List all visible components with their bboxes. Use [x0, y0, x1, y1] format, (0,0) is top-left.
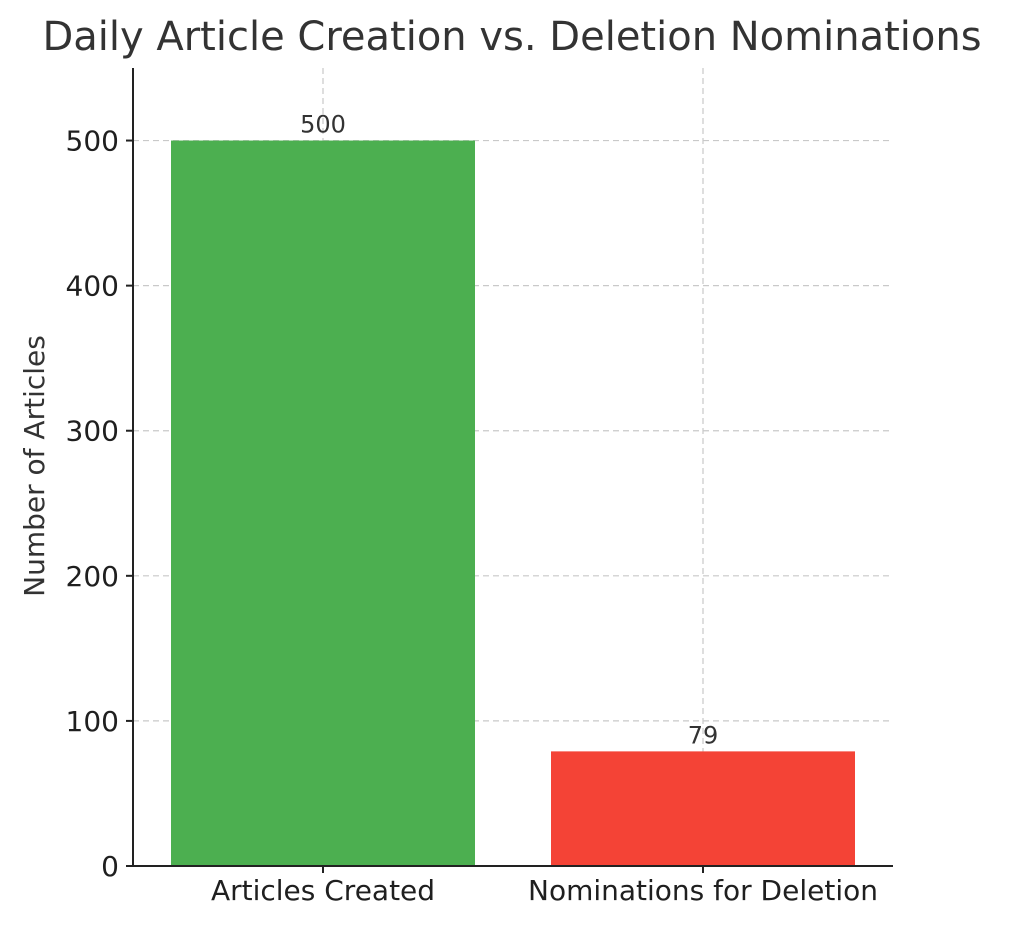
bar — [551, 751, 855, 866]
x-tick-label: Articles Created — [211, 874, 435, 907]
bar — [171, 140, 475, 866]
chart-title: Daily Article Creation vs. Deletion Nomi… — [42, 14, 981, 60]
y-tick-label: 0 — [101, 850, 119, 883]
data-label: 500 — [300, 111, 346, 139]
y-tick-label: 200 — [66, 560, 119, 593]
x-tick-label: Nominations for Deletion — [528, 874, 878, 907]
y-axis-label: Number of Articles — [18, 335, 51, 597]
labels-layer: 0 100 200 300 400 500 500 79 Articles Created Nom… — [66, 111, 878, 907]
y-tick-label: 100 — [66, 705, 119, 738]
axes-layer — [126, 68, 893, 873]
y-tick-label: 500 — [66, 125, 119, 158]
y-tick-label: 300 — [66, 415, 119, 448]
bars-layer — [171, 140, 855, 866]
data-label: 79 — [688, 721, 719, 749]
y-tick-label: 400 — [66, 270, 119, 303]
